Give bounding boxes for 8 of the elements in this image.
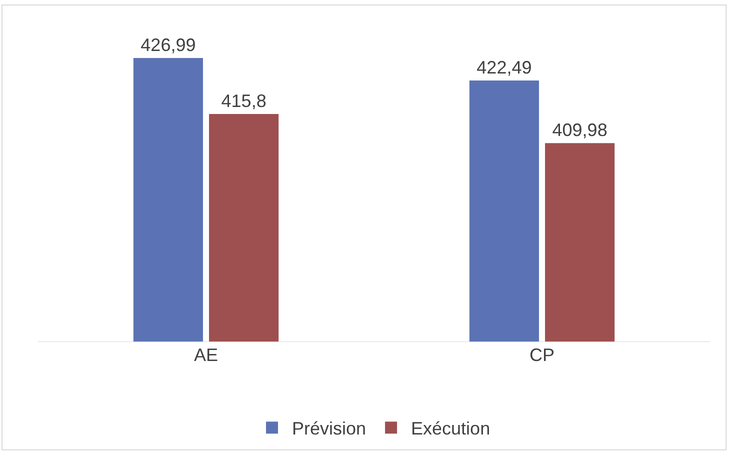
data-label: 409,98 <box>552 120 608 140</box>
data-label: 422,49 <box>476 58 532 78</box>
data-label: 415,8 <box>221 91 266 111</box>
x-tick-label: CP <box>529 345 555 365</box>
x-tick-label: AE <box>194 345 218 365</box>
data-label: 426,99 <box>140 35 196 56</box>
legend-label: Exécution <box>411 418 490 439</box>
legend-label: Prévision <box>292 418 366 439</box>
